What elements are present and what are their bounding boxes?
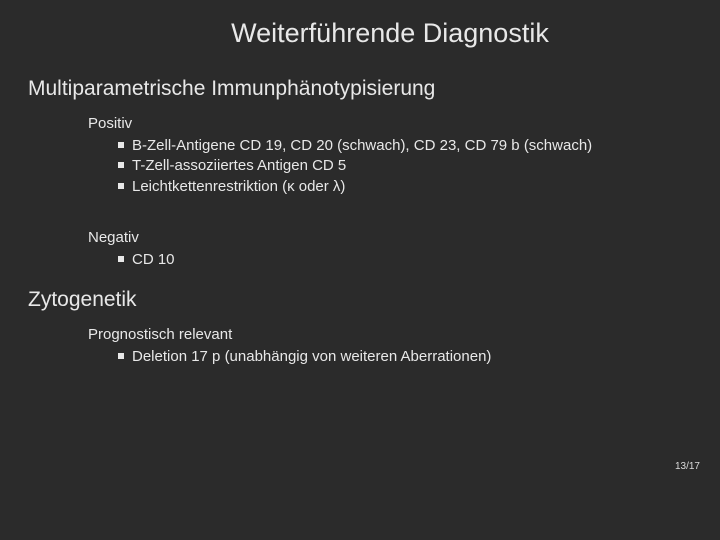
list-item: T-Zell-assoziiertes Antigen CD 5 [118, 156, 692, 176]
section-heading-immunophenotyping: Multiparametrische Immunphänotypisierung [28, 77, 692, 101]
slide: Weiterführende Diagnostik Multiparametri… [0, 0, 720, 367]
slide-title: Weiterführende Diagnostik [88, 18, 692, 49]
page-number: 13/17 [675, 461, 700, 472]
subheading-positive: Positiv [88, 115, 692, 132]
bullet-list-positive: B-Zell-Antigene CD 19, CD 20 (schwach), … [118, 136, 692, 197]
list-item: CD 10 [118, 250, 692, 270]
list-item: Deletion 17 p (unabhängig von weiteren A… [118, 347, 692, 367]
list-item: B-Zell-Antigene CD 19, CD 20 (schwach), … [118, 136, 692, 156]
subheading-relevant: Prognostisch relevant [88, 326, 692, 343]
bullet-list-negative: CD 10 [118, 250, 692, 270]
list-item: Leichtkettenrestriktion (κ oder λ) [118, 177, 692, 197]
subheading-negative: Negativ [88, 229, 692, 246]
section-heading-cytogenetics: Zytogenetik [28, 288, 692, 312]
bullet-list-relevant: Deletion 17 p (unabhängig von weiteren A… [118, 347, 692, 367]
